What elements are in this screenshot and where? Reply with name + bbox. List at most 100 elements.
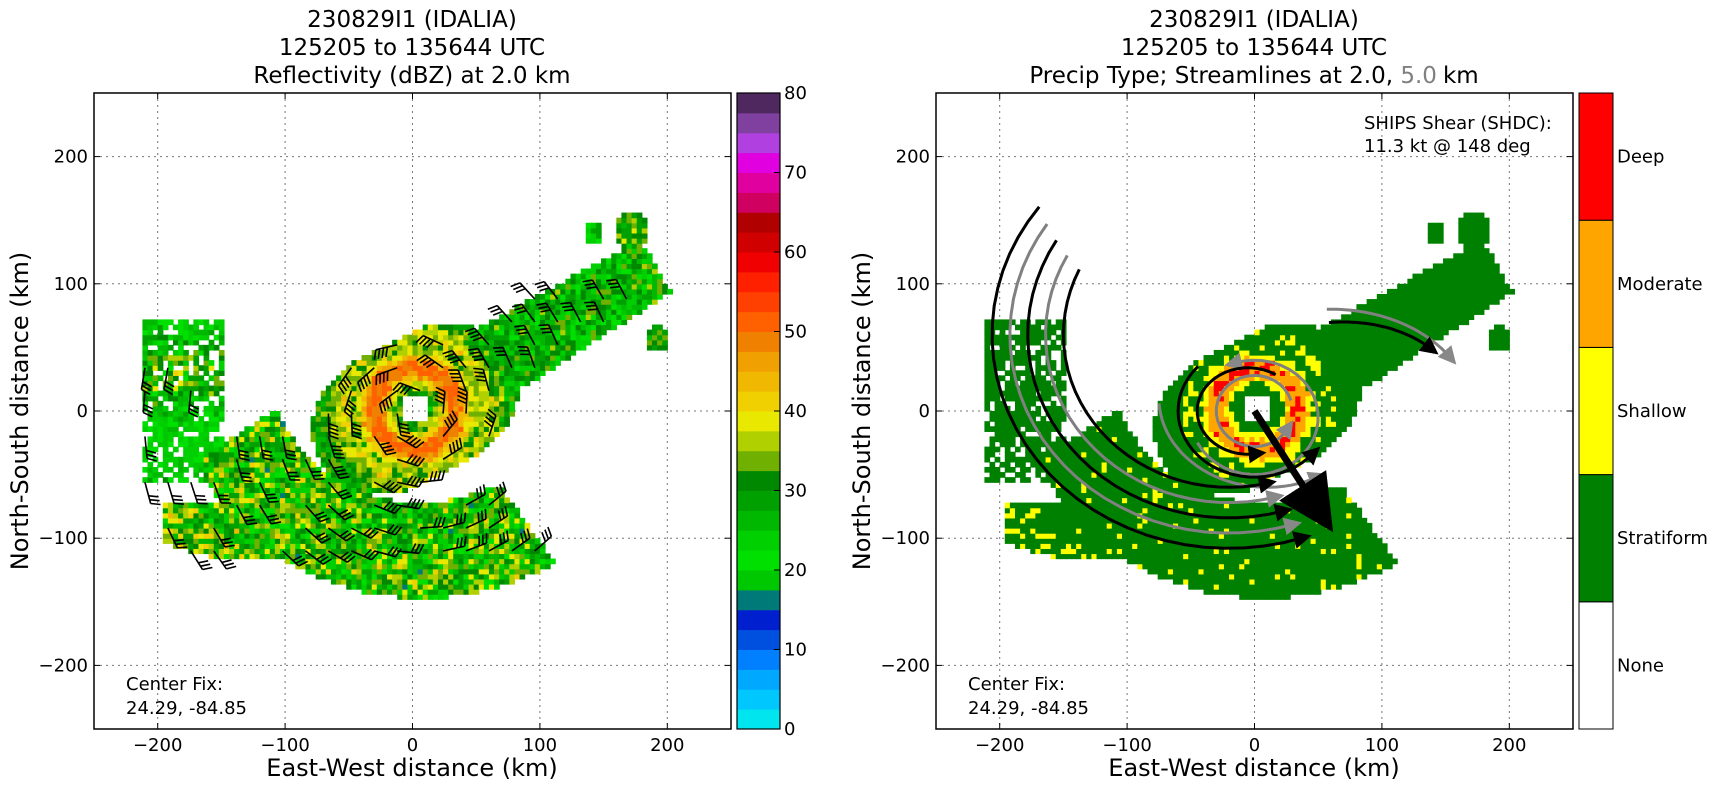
precip-type-cell [1106, 492, 1113, 499]
reflectivity-cell [295, 451, 301, 458]
precip-type-cell [1188, 451, 1194, 458]
precip-type-cell [1025, 477, 1031, 483]
reflectivity-cell [575, 299, 582, 305]
precip-type-cell [1060, 477, 1067, 483]
reflectivity-cell [473, 436, 480, 443]
precip-type-cell [1086, 436, 1093, 443]
precip-type-cell [984, 385, 991, 392]
precip-type-cell [1050, 329, 1057, 336]
reflectivity-cell [550, 324, 556, 331]
reflectivity-cell [290, 553, 296, 560]
reflectivity-cell [152, 355, 159, 361]
reflectivity-cell [534, 304, 541, 310]
reflectivity-cell [300, 558, 307, 565]
reflectivity-cell [162, 431, 169, 438]
reflectivity-cell [203, 344, 210, 351]
reflectivity-cell [606, 273, 612, 280]
reflectivity-cell [376, 573, 383, 580]
reflectivity-cell [341, 426, 347, 432]
reflectivity-cell [432, 553, 439, 560]
reflectivity-cell [473, 578, 480, 585]
reflectivity-cell [427, 431, 434, 438]
reflectivity-cell [437, 512, 444, 519]
reflectivity-cell [529, 309, 536, 315]
reflectivity-cell [417, 344, 424, 351]
precip-type-cell [1162, 421, 1169, 427]
reflectivity-cell [478, 441, 485, 448]
reflectivity-cell [494, 380, 500, 387]
reflectivity-cell [473, 375, 480, 382]
reflectivity-cell [473, 573, 480, 580]
precip-type-cell [1040, 517, 1047, 524]
reflectivity-cell [203, 441, 210, 448]
reflectivity-cell [315, 487, 322, 494]
reflectivity-cell [203, 426, 210, 432]
precip-type-cell [1025, 365, 1031, 371]
reflectivity-cell [427, 522, 434, 529]
reflectivity-cell [172, 349, 179, 356]
reflectivity-cell [529, 538, 536, 544]
precip-type-cell [1014, 416, 1021, 422]
reflectivity-cell [585, 238, 592, 244]
reflectivity-cell [361, 522, 368, 529]
reflectivity-cell [280, 421, 286, 427]
precip-type-cell [1040, 344, 1047, 351]
precip-type-cell [1055, 466, 1062, 473]
precip-type-cell [1178, 405, 1184, 412]
precip-type-cell [1045, 533, 1052, 539]
reflectivity-cell [422, 477, 429, 483]
reflectivity-cell [188, 324, 194, 331]
reflectivity-cell [336, 558, 342, 565]
precip-type-cell [1122, 553, 1128, 560]
precip-type-cell [1188, 426, 1194, 432]
reflectivity-cell [595, 227, 602, 234]
precip-type-cell [1142, 517, 1149, 524]
precip-type-cell [1035, 548, 1042, 555]
reflectivity-cell [621, 309, 628, 315]
reflectivity-cell [412, 512, 419, 519]
reflectivity-cell [346, 405, 352, 412]
reflectivity-cell [468, 553, 475, 560]
precip-type-cell [1178, 502, 1184, 509]
reflectivity-cell [539, 324, 546, 331]
precip-type-cell [1142, 548, 1149, 555]
precip-type-cell [1030, 416, 1036, 422]
precip-type-cell [1111, 411, 1118, 417]
reflectivity-cell [213, 548, 220, 555]
precip-type-cell [1122, 528, 1128, 534]
reflectivity-cell [519, 370, 526, 376]
precip-type-cell [1081, 472, 1087, 478]
reflectivity-cell [488, 553, 495, 560]
precip-type-cell [1101, 507, 1108, 514]
reflectivity-cell [626, 283, 633, 290]
reflectivity-cell [381, 533, 388, 539]
reflectivity-cell [397, 375, 403, 382]
reflectivity-cell [193, 543, 200, 549]
precip-type-cell [1030, 502, 1036, 509]
precip-type-cell [1172, 553, 1179, 560]
precip-type-cell [1127, 441, 1133, 448]
reflectivity-cell [595, 278, 602, 285]
reflectivity-cell [611, 263, 617, 270]
reflectivity-cell [662, 329, 668, 336]
reflectivity-cell [427, 416, 434, 422]
reflectivity-cell [147, 385, 154, 392]
reflectivity-cell [412, 558, 419, 565]
precip-type-cell [1055, 441, 1062, 448]
reflectivity-cell [162, 456, 169, 463]
precip-type-cell [1035, 334, 1042, 341]
reflectivity-cell [274, 426, 281, 432]
precip-type-cell [1014, 390, 1021, 397]
wind-barb [337, 367, 353, 395]
reflectivity-cell [183, 375, 189, 382]
reflectivity-cell [509, 339, 516, 346]
reflectivity-cell [432, 543, 439, 549]
reflectivity-cell [208, 533, 215, 539]
reflectivity-cell [606, 319, 612, 326]
reflectivity-cell [361, 517, 368, 524]
reflectivity-cell [361, 502, 368, 509]
precip-type-cell [1030, 461, 1036, 468]
precip-type-cell [1122, 533, 1128, 539]
reflectivity-cell [407, 451, 414, 458]
reflectivity-cell [453, 339, 459, 346]
